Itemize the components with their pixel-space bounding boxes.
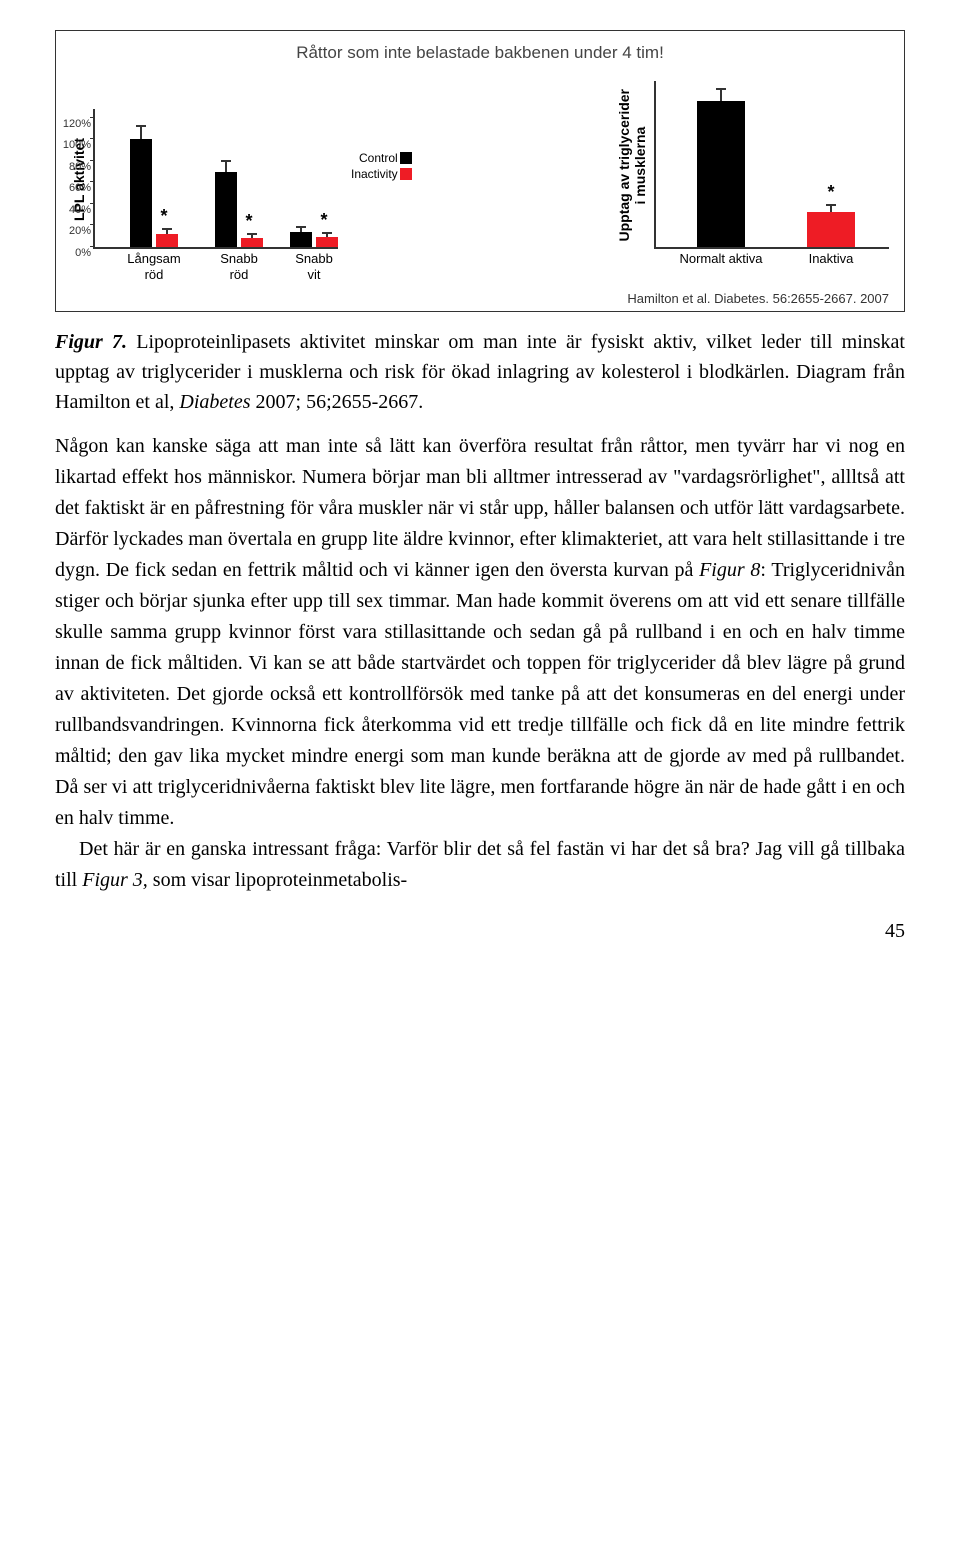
bar-group <box>215 172 263 247</box>
x-category: Inaktiva <box>809 251 854 267</box>
bar-inactive <box>316 237 338 247</box>
x-category: Snabbröd <box>220 251 258 282</box>
caption-year: 2007; 56;2655-2667. <box>256 391 424 413</box>
ytick: 120% <box>61 118 91 130</box>
bar-group <box>290 232 338 247</box>
legend-inactive: Inactivity <box>351 167 412 181</box>
paragraph-1: Någon kan kanske säga att man inte så lä… <box>55 431 905 834</box>
chart-legend: Control Inactivity <box>351 151 412 183</box>
right-y-label: Upptag av triglycerideri musklerna <box>616 89 648 242</box>
bar <box>807 212 855 247</box>
p2-b: som visar lipoproteinmetabolis- <box>148 869 407 891</box>
right-plot: Normalt aktiva*Inaktiva <box>654 81 889 249</box>
left-chart: LPL aktivitet 0%20%40%60%80%100%120%*Lån… <box>71 109 338 249</box>
figure-container: Råttor som inte belastade bakbenen under… <box>55 30 905 312</box>
bar <box>697 101 745 247</box>
ytick: 60% <box>61 182 91 194</box>
paragraph-2: Det här är en ganska intressant fråga: V… <box>55 834 905 896</box>
body-text: Någon kan kanske säga att man inte så lä… <box>55 431 905 896</box>
bar-group <box>130 139 178 247</box>
x-category: Snabbvit <box>295 251 333 282</box>
legend-control: Control <box>351 151 412 165</box>
p1-b: : Triglyceridnivån stiger och börjar sju… <box>55 559 905 829</box>
bar-control <box>130 139 152 247</box>
figure-caption: Figur 7. Lipoproteinlipasets aktivitet m… <box>55 327 905 417</box>
charts-row: LPL aktivitet 0%20%40%60%80%100%120%*Lån… <box>71 81 889 249</box>
ytick: 40% <box>61 204 91 216</box>
p2-figref: Figur 3, <box>82 869 148 891</box>
figure-number: Figur 7. <box>55 331 127 353</box>
significance-star: * <box>320 210 327 231</box>
significance-star: * <box>160 206 167 227</box>
ytick: 80% <box>61 161 91 173</box>
ytick: 20% <box>61 225 91 237</box>
right-chart: Upptag av triglycerideri musklerna Norma… <box>616 81 889 249</box>
ytick: 100% <box>61 139 91 151</box>
bar-inactive <box>241 238 263 247</box>
bar-control <box>215 172 237 247</box>
bar-inactive <box>156 234 178 247</box>
significance-star: * <box>245 211 252 232</box>
ytick: 0% <box>61 247 91 259</box>
bar-control <box>290 232 312 247</box>
p1-figref: Figur 8 <box>699 559 760 581</box>
x-category: Långsamröd <box>127 251 180 282</box>
x-category: Normalt aktiva <box>679 251 762 267</box>
figure-title: Råttor som inte belastade bakbenen under… <box>71 43 889 63</box>
left-plot: 0%20%40%60%80%100%120%*Långsamröd*Snabbr… <box>93 109 338 249</box>
significance-star: * <box>827 182 834 203</box>
figure-citation: Hamilton et al. Diabetes. 56:2655-2667. … <box>71 291 889 306</box>
caption-journal: Diabetes <box>179 391 250 413</box>
page-number: 45 <box>55 920 905 943</box>
